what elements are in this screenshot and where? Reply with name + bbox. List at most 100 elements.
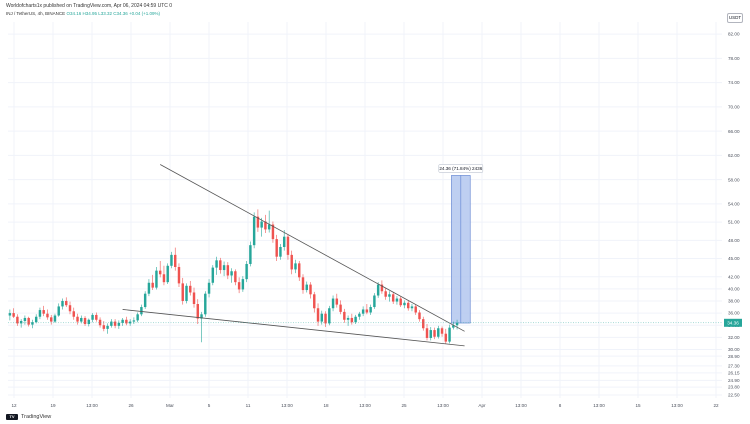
candle-body	[328, 308, 331, 324]
price-tick-label: 78.00	[728, 56, 740, 61]
price-axis: 82.00 78.00 74.00 70.00 66.00 62.00 58.00 54.00…	[728, 32, 740, 398]
candle-body	[384, 291, 387, 297]
price-tick-label: 70.00	[728, 105, 740, 110]
price-tick-label: 36.00	[728, 311, 740, 316]
candle-body	[354, 316, 357, 323]
current-price-label: 34.36	[727, 320, 739, 325]
candle-body	[433, 330, 436, 337]
price-tick-label: 58.00	[728, 177, 740, 182]
price-tick-label: 82.00	[728, 32, 740, 37]
candle-body	[245, 263, 248, 280]
price-tick-label: 54.00	[728, 202, 740, 207]
time-tick-label: 5	[208, 403, 211, 408]
candle-body	[174, 254, 177, 268]
candle-body	[234, 271, 237, 283]
candle-body	[110, 321, 113, 326]
candle-body	[373, 295, 376, 308]
candle-body	[271, 224, 275, 240]
candle-body	[8, 313, 12, 316]
candle-body	[113, 321, 117, 326]
candle-body	[437, 328, 440, 337]
candle-body	[388, 294, 391, 297]
time-tick-label: 13:00	[281, 403, 293, 408]
candle-body	[83, 317, 87, 325]
candle-body	[376, 284, 380, 296]
candle-body	[12, 313, 15, 317]
time-tick-label: 26	[128, 403, 134, 408]
time-tick-label: 13:00	[515, 403, 527, 408]
price-tick-label: 26.15	[728, 370, 740, 375]
candle-body	[196, 304, 199, 319]
candle-body	[95, 314, 98, 320]
candle-body	[80, 317, 83, 322]
grid	[8, 22, 722, 398]
time-tick-label: 13:00	[671, 403, 683, 408]
candle-body	[294, 263, 297, 270]
candle-body	[102, 325, 106, 329]
candle-body	[256, 216, 260, 228]
tradingview-logo-icon: TV	[6, 414, 18, 420]
price-tick-label: 23.80	[728, 385, 740, 390]
price-tick-label: 22.50	[728, 393, 740, 398]
symbol-name[interactable]: INJ / TetherUS, 4h, BINANCE	[6, 11, 66, 16]
candle-body	[132, 320, 136, 322]
candle-body	[365, 309, 369, 313]
time-tick-label: 12	[11, 403, 17, 408]
candle-body	[106, 325, 109, 329]
candle-body	[185, 285, 188, 301]
candle-body	[395, 298, 399, 302]
current-price-tag: 34.36	[8, 318, 742, 327]
candle-body	[72, 311, 75, 317]
candle-body	[181, 283, 184, 301]
time-tick-label: Mar	[166, 403, 174, 408]
footer-brand-label: TradingView	[21, 414, 52, 420]
price-tick-label: 42.00	[728, 274, 740, 279]
candle-body	[331, 298, 335, 309]
candle-body	[298, 263, 301, 278]
candle-body	[49, 317, 53, 322]
candle-body	[410, 306, 414, 309]
currency-button[interactable]: USDT	[727, 13, 743, 23]
candle-body	[316, 308, 320, 322]
candle-body	[335, 298, 339, 305]
candle-body	[53, 315, 57, 322]
candle-body	[215, 260, 218, 268]
candle-body	[189, 285, 192, 293]
price-tick-label: 51.00	[728, 220, 740, 225]
candle-body	[117, 322, 121, 326]
measure-label: 24.36 (71.84%) 2436	[439, 166, 482, 171]
candle-body	[76, 316, 79, 322]
candle-body	[222, 265, 226, 271]
time-tick-label: 13:00	[359, 403, 371, 408]
time-tick-label: 13:00	[437, 403, 449, 408]
time-tick-label: 11	[246, 403, 251, 408]
time-tick-label: 18	[323, 403, 329, 408]
candle-body	[249, 245, 252, 264]
measure-label-box	[438, 164, 484, 173]
candle-body	[65, 300, 68, 306]
price-tick-label: 38.00	[728, 299, 740, 304]
candle-body	[444, 333, 448, 342]
footer-brand[interactable]: TV TradingView	[6, 414, 51, 420]
trendline-lower	[122, 309, 465, 347]
candle-body	[136, 314, 139, 321]
candle-body	[260, 221, 263, 228]
trendline-upper	[160, 164, 465, 332]
time-tick-label: Apr	[478, 403, 486, 408]
candle-body	[170, 254, 173, 266]
candle-body	[313, 294, 316, 309]
candle-body	[219, 260, 222, 271]
candle-body	[23, 317, 27, 321]
candle-body	[143, 293, 147, 308]
candle-body	[46, 313, 49, 318]
candle-body	[68, 305, 72, 312]
candle-body	[211, 267, 215, 283]
candle-body	[226, 265, 230, 276]
candle-body	[275, 239, 278, 257]
candle-body	[125, 319, 128, 324]
candle-body	[192, 292, 196, 304]
candle-body	[425, 328, 429, 338]
candle-body	[264, 221, 267, 230]
